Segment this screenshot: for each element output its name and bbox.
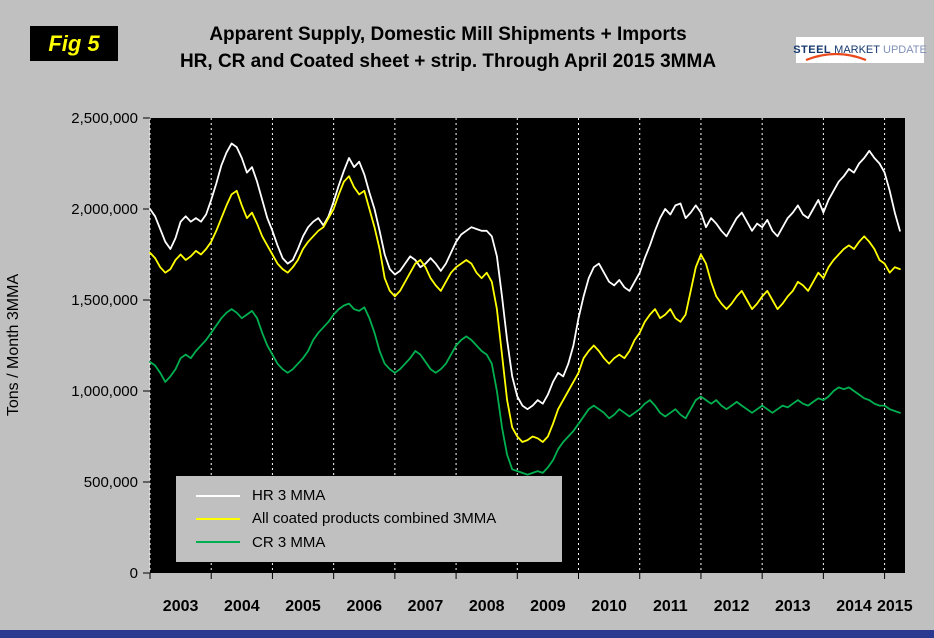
svg-text:2011: 2011 [653, 598, 688, 615]
svg-text:1,500,000: 1,500,000 [71, 292, 138, 309]
chart-title-line1: Apparent Supply, Domestic Mill Shipments… [209, 24, 687, 45]
logo-word-market: MARKET [834, 44, 880, 56]
svg-text:2,500,000: 2,500,000 [71, 110, 138, 127]
bottom-accent-bar [0, 630, 934, 638]
steel-market-update-logo: STEEL MARKET UPDATE [793, 37, 927, 63]
legend-label-coated: All coated products combined 3MMA [252, 510, 497, 528]
legend-line-swatch-cr [196, 541, 240, 544]
svg-text:2003: 2003 [163, 598, 199, 615]
legend-item-cr: CR 3 MMA [196, 534, 562, 551]
logo-swoosh-icon [805, 53, 867, 61]
logo-word-steel: STEEL [793, 44, 832, 56]
svg-text:1,000,000: 1,000,000 [71, 383, 138, 400]
svg-text:500,000: 500,000 [84, 474, 138, 491]
svg-text:2010: 2010 [591, 598, 627, 615]
chart-title-line2: HR, CR and Coated sheet + strip. Through… [179, 50, 717, 72]
svg-text:2009: 2009 [530, 598, 566, 615]
svg-text:2013: 2013 [775, 598, 811, 615]
svg-text:2008: 2008 [469, 598, 505, 615]
logo-word-update: UPDATE [883, 44, 927, 56]
legend-item-hr: HR 3 MMA [196, 487, 562, 504]
legend-line-swatch-coated [196, 517, 240, 520]
legend-line-swatch-hr [196, 494, 240, 497]
svg-text:2015: 2015 [877, 598, 913, 615]
figure-number-badge: Fig 5 [30, 26, 118, 61]
svg-text:0: 0 [130, 565, 138, 582]
svg-text:2007: 2007 [408, 598, 444, 615]
legend-label-cr: CR 3 MMA [252, 533, 326, 551]
svg-text:2004: 2004 [224, 598, 260, 615]
svg-text:2006: 2006 [346, 598, 382, 615]
legend-label-hr: HR 3 MMA [252, 487, 326, 505]
svg-text:2014: 2014 [836, 598, 872, 615]
y-axis-title: Tons / Month 3MMA [5, 273, 22, 417]
svg-text:2012: 2012 [714, 598, 750, 615]
legend-item-coated: All coated products combined 3MMA [196, 510, 562, 527]
svg-text:2,000,000: 2,000,000 [71, 201, 138, 218]
chart-legend: HR 3 MMA All coated products combined 3M… [176, 476, 562, 562]
chart-title: Apparent Supply, Domestic Mill Shipments… [118, 22, 778, 75]
svg-text:2005: 2005 [285, 598, 321, 615]
